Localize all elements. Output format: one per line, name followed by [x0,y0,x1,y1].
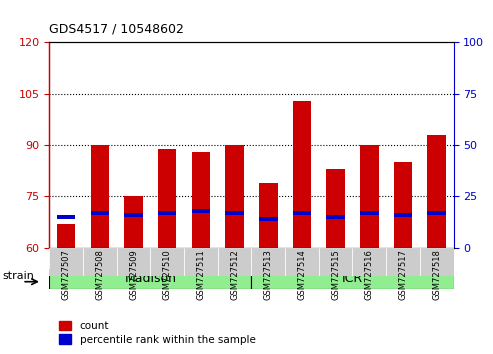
Bar [124,196,143,248]
Bar [394,162,412,248]
Text: GSM727515: GSM727515 [331,249,340,300]
Bar [285,248,319,276]
Bar [192,209,210,213]
Bar [326,215,345,219]
Text: strain: strain [2,271,35,281]
Text: GSM727513: GSM727513 [264,249,273,300]
Bar [117,248,150,276]
Bar [57,224,75,248]
Bar [225,145,244,248]
Bar [394,213,412,217]
Text: GSM727510: GSM727510 [163,249,172,300]
Text: ICR: ICR [342,272,363,285]
Text: GSM727507: GSM727507 [62,249,70,300]
Bar [427,211,446,215]
Bar [352,248,386,276]
Bar [49,248,83,276]
Bar [326,169,345,248]
Bar [57,215,75,219]
Text: GSM727516: GSM727516 [365,249,374,300]
Bar [427,135,446,248]
Bar [91,145,109,248]
Text: GSM727508: GSM727508 [95,249,105,300]
Legend: count, percentile rank within the sample: count, percentile rank within the sample [55,317,259,349]
Bar [91,211,109,215]
Bar [49,269,251,289]
Bar [360,211,379,215]
Bar [251,269,454,289]
Text: GSM727517: GSM727517 [398,249,408,300]
Text: GSM727518: GSM727518 [432,249,441,300]
Bar [158,149,176,248]
Bar [259,217,278,221]
Bar [259,183,278,248]
Bar [386,248,420,276]
Text: GSM727511: GSM727511 [196,249,206,300]
Bar [420,248,454,276]
Text: GDS4517 / 10548602: GDS4517 / 10548602 [49,22,184,35]
Bar [293,211,311,215]
Bar [158,211,176,215]
Bar [150,248,184,276]
Bar [192,152,210,248]
Bar [360,145,379,248]
Bar [251,248,285,276]
Bar [225,211,244,215]
Text: GSM727509: GSM727509 [129,249,138,300]
Bar [124,213,143,217]
Text: Madison: Madison [124,272,176,285]
Bar [184,248,218,276]
Bar [83,248,117,276]
Text: GSM727512: GSM727512 [230,249,239,300]
Bar [218,248,251,276]
Text: GSM727514: GSM727514 [297,249,307,300]
Bar [293,101,311,248]
Bar [319,248,352,276]
